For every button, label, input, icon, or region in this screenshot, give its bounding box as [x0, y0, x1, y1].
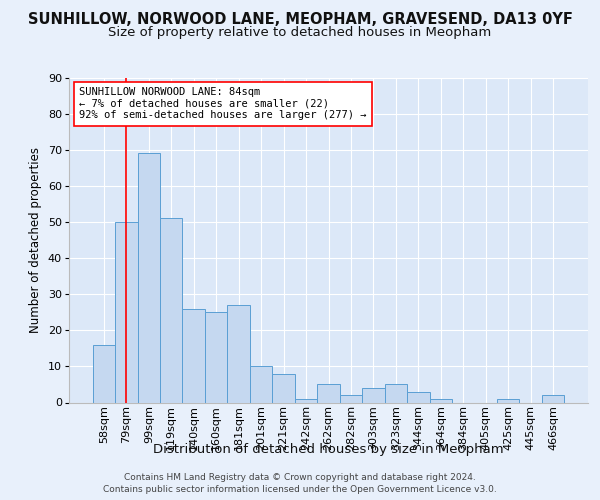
Bar: [497, 399, 520, 402]
Bar: [340, 396, 362, 402]
Bar: [430, 399, 452, 402]
Bar: [182, 308, 205, 402]
Y-axis label: Number of detached properties: Number of detached properties: [29, 147, 43, 333]
Bar: [160, 218, 182, 402]
Text: SUNHILLOW NORWOOD LANE: 84sqm
← 7% of detached houses are smaller (22)
92% of se: SUNHILLOW NORWOOD LANE: 84sqm ← 7% of de…: [79, 87, 367, 120]
Bar: [115, 222, 137, 402]
Bar: [205, 312, 227, 402]
Bar: [137, 154, 160, 402]
Bar: [250, 366, 272, 402]
Text: SUNHILLOW, NORWOOD LANE, MEOPHAM, GRAVESEND, DA13 0YF: SUNHILLOW, NORWOOD LANE, MEOPHAM, GRAVES…: [28, 12, 572, 28]
Bar: [362, 388, 385, 402]
Bar: [542, 396, 565, 402]
Bar: [385, 384, 407, 402]
Text: Size of property relative to detached houses in Meopham: Size of property relative to detached ho…: [109, 26, 491, 39]
Text: Contains HM Land Registry data © Crown copyright and database right 2024.: Contains HM Land Registry data © Crown c…: [124, 472, 476, 482]
Bar: [92, 344, 115, 403]
Text: Contains public sector information licensed under the Open Government Licence v3: Contains public sector information licen…: [103, 485, 497, 494]
Bar: [227, 305, 250, 402]
Text: Distribution of detached houses by size in Meopham: Distribution of detached houses by size …: [154, 442, 504, 456]
Bar: [272, 374, 295, 402]
Bar: [295, 399, 317, 402]
Bar: [407, 392, 430, 402]
Bar: [317, 384, 340, 402]
